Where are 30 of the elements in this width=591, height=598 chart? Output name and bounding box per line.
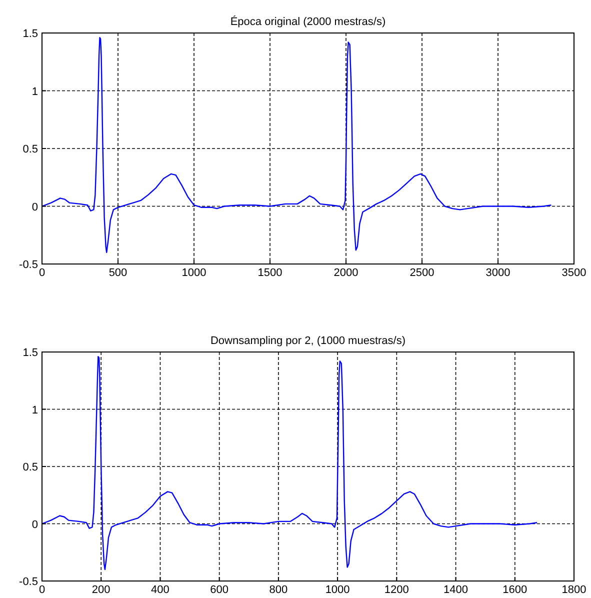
x-tick-label: 800 xyxy=(269,584,288,596)
x-tick-label: 1200 xyxy=(384,584,409,596)
y-tick-label: 1.5 xyxy=(22,28,38,40)
line-series xyxy=(41,37,552,254)
y-tick-label: 1.5 xyxy=(22,347,38,359)
x-tick-label: 1000 xyxy=(182,267,206,279)
chart-title: Downsampling por 2, (1000 muestras/s) xyxy=(210,335,406,347)
y-tick-label: 0.5 xyxy=(22,144,38,156)
x-tick-label: 1600 xyxy=(502,584,528,596)
x-tick-label: 400 xyxy=(151,584,170,596)
x-tick-label: 1500 xyxy=(258,267,282,279)
y-tick-label: 1 xyxy=(32,86,38,98)
x-tick-label: 3500 xyxy=(562,267,586,279)
x-tick-label: 500 xyxy=(108,267,128,279)
x-tick-label: 1000 xyxy=(325,584,350,596)
y-tick-label: 0 xyxy=(32,518,38,531)
y-tick-label: -0.5 xyxy=(19,259,38,271)
x-tick-label: 600 xyxy=(210,584,229,596)
x-tick-label: 2500 xyxy=(410,267,434,279)
y-tick-label: -0.5 xyxy=(19,576,38,588)
x-tick-label: 3000 xyxy=(486,267,510,279)
x-tick-label: 2000 xyxy=(334,267,358,279)
x-tick-label: 1400 xyxy=(444,584,468,596)
chart-title: Época original (2000 mestras/s) xyxy=(230,15,386,28)
line-series xyxy=(41,356,538,570)
y-tick-label: 0.5 xyxy=(22,462,38,474)
x-tick-label: 200 xyxy=(92,584,110,596)
y-tick-label: 1 xyxy=(32,404,38,416)
x-tick-label: 1800 xyxy=(562,584,586,596)
y-tick-label: 0 xyxy=(32,201,38,214)
